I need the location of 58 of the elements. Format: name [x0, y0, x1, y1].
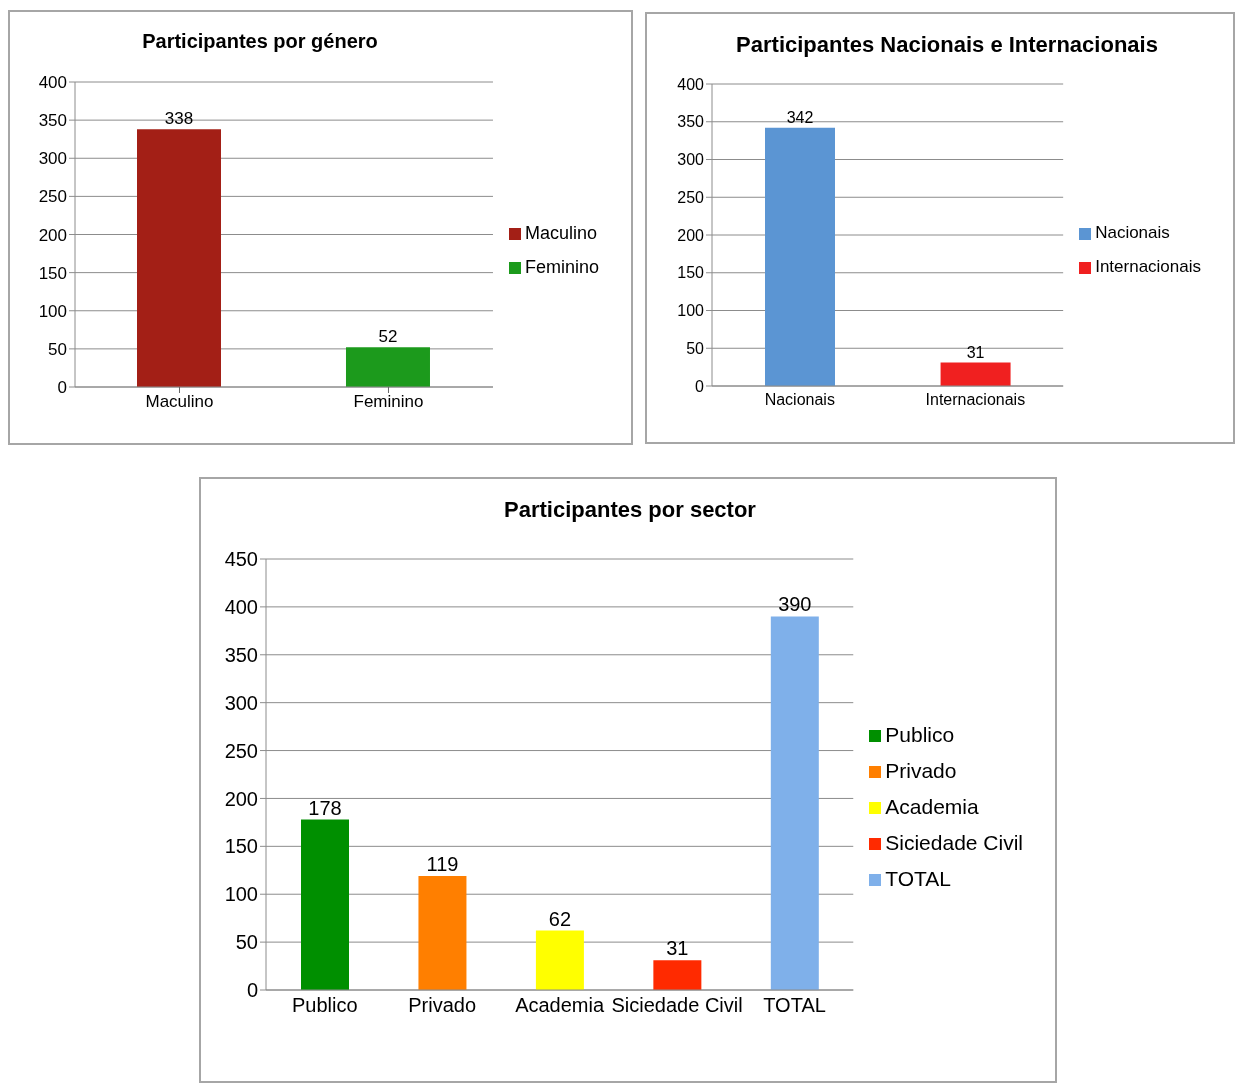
- y-tick-label: 250: [677, 188, 705, 206]
- y-tick-label: 250: [224, 739, 258, 762]
- y-tick-label: 350: [224, 643, 258, 666]
- x-tick-label: Maculino: [145, 392, 214, 412]
- y-tick-label: 350: [677, 113, 705, 131]
- y-tick-label: 50: [48, 339, 67, 359]
- y-tick-label: 300: [38, 149, 67, 169]
- x-tick-label: Publico: [291, 994, 358, 1017]
- y-tick-label: 200: [224, 787, 258, 810]
- chart-title: Participantes por género: [141, 30, 379, 53]
- legend-label: Privado: [885, 759, 957, 782]
- y-tick-label: 250: [38, 187, 67, 207]
- legend-label: TOTAL: [885, 867, 952, 890]
- y-tick-label: 100: [224, 883, 258, 906]
- y-tick-label: 400: [677, 75, 705, 93]
- y-tick-label: 150: [224, 835, 258, 858]
- x-tick-label: Academia: [515, 994, 605, 1017]
- x-tick-label: Privado: [408, 994, 477, 1017]
- x-tick-label: TOTAL: [763, 994, 826, 1017]
- data-label: 52: [378, 327, 398, 347]
- data-label: 178: [308, 796, 342, 819]
- y-tick-label: 50: [686, 339, 705, 357]
- data-label: 390: [778, 593, 812, 616]
- legend-label: Internacionais: [1095, 257, 1201, 276]
- data-label: 31: [966, 343, 985, 361]
- y-tick-label: 100: [677, 302, 705, 320]
- x-tick-label: Internacionais: [925, 391, 1026, 409]
- chart-title: Participantes Nacionais e Internacionais: [735, 32, 1159, 58]
- data-label: 31: [666, 937, 689, 960]
- data-label: 119: [426, 853, 459, 876]
- legend-label: Academia: [885, 795, 979, 818]
- x-tick-label: Feminino: [353, 392, 424, 412]
- chart-title: Participantes por sector: [503, 497, 757, 523]
- y-tick-label: 400: [224, 595, 258, 618]
- y-tick-label: 350: [38, 111, 67, 131]
- y-tick-label: 400: [38, 73, 67, 93]
- data-label: 342: [786, 108, 814, 126]
- legend-label: Siciedade Civil: [885, 831, 1023, 854]
- y-tick-label: 50: [235, 931, 258, 954]
- y-tick-label: 150: [38, 263, 67, 283]
- data-label: 338: [164, 109, 194, 129]
- legend-label: Nacionais: [1095, 223, 1170, 242]
- y-tick-label: 200: [38, 225, 67, 245]
- y-tick-label: 0: [246, 979, 258, 1002]
- legend-label: Maculino: [524, 222, 598, 243]
- y-tick-label: 150: [677, 264, 705, 282]
- x-tick-label: Nacionais: [764, 391, 835, 409]
- legend-label: Feminino: [524, 256, 599, 277]
- y-tick-label: 0: [57, 378, 67, 398]
- y-tick-label: 100: [38, 301, 67, 321]
- y-tick-label: 300: [224, 691, 258, 714]
- x-tick-label: Siciedade Civil: [611, 994, 743, 1017]
- y-tick-label: 200: [677, 226, 705, 244]
- y-tick-label: 300: [677, 151, 705, 169]
- data-label: 62: [548, 907, 572, 930]
- y-tick-label: 0: [695, 377, 705, 395]
- legend-label: Publico: [885, 723, 955, 746]
- y-tick-label: 450: [224, 548, 258, 571]
